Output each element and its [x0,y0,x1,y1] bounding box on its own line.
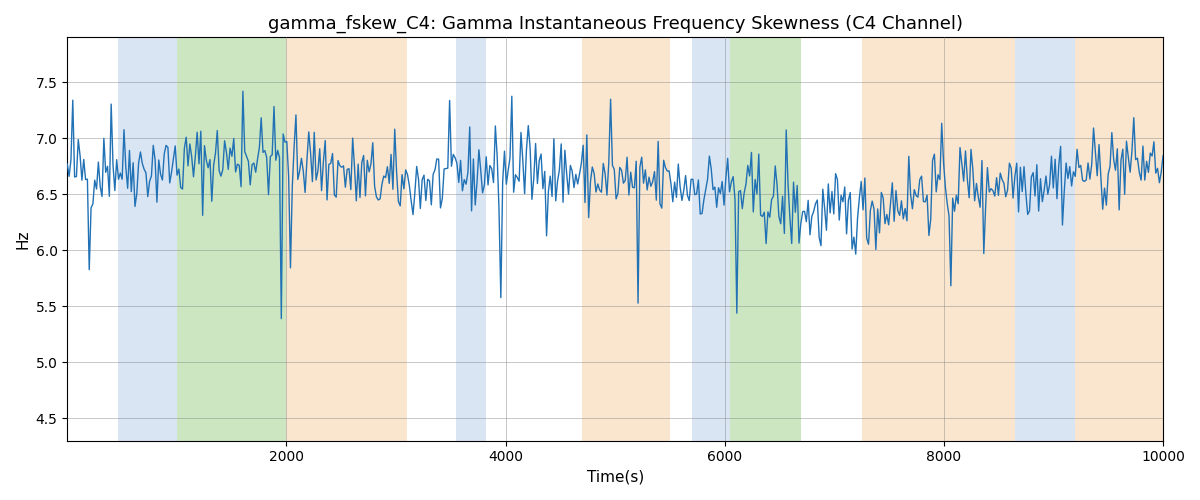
Bar [118,38,176,440]
Bar [456,38,486,440]
X-axis label: Time(s): Time(s) [587,470,643,485]
Bar [287,38,407,440]
Bar [176,38,287,440]
Bar [692,38,731,440]
Bar [1015,38,1075,440]
Bar [582,38,670,440]
Title: gamma_fskew_C4: Gamma Instantaneous Frequency Skewness (C4 Channel): gamma_fskew_C4: Gamma Instantaneous Freq… [268,15,962,34]
Bar [731,38,802,440]
Bar [862,38,1015,440]
Y-axis label: Hz: Hz [16,230,30,249]
Bar [1075,38,1169,440]
